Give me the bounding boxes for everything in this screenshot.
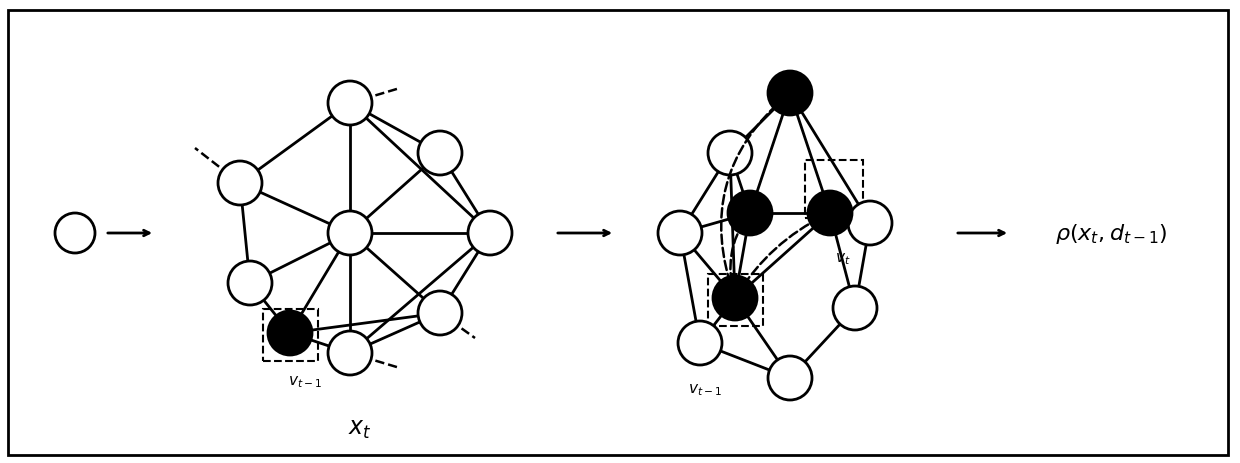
FancyArrowPatch shape [737, 216, 825, 296]
Circle shape [218, 162, 262, 206]
Circle shape [329, 82, 372, 126]
Circle shape [658, 212, 702, 256]
Text: $v_{t-1}$: $v_{t-1}$ [288, 373, 322, 389]
Circle shape [713, 276, 756, 320]
Circle shape [848, 201, 892, 245]
Circle shape [728, 192, 773, 236]
Circle shape [768, 72, 812, 116]
Bar [805, 161, 863, 219]
Text: $\rho(x_t, d_{t-1})$: $\rho(x_t, d_{t-1})$ [1055, 221, 1168, 245]
Circle shape [708, 131, 751, 175]
FancyBboxPatch shape [7, 11, 1228, 455]
FancyArrowPatch shape [730, 218, 746, 296]
Circle shape [268, 311, 312, 355]
Circle shape [833, 287, 877, 330]
Circle shape [467, 212, 512, 256]
Circle shape [418, 131, 463, 175]
Text: $d_{t-1}$: $d_{t-1}$ [60, 225, 91, 242]
Circle shape [329, 212, 372, 256]
Circle shape [55, 213, 95, 253]
Circle shape [808, 192, 852, 236]
Circle shape [768, 356, 812, 400]
Circle shape [329, 332, 372, 375]
Circle shape [678, 321, 722, 365]
Circle shape [418, 291, 463, 335]
FancyArrowPatch shape [722, 97, 786, 296]
Bar [708, 275, 763, 326]
Bar [263, 309, 317, 361]
Text: $x_t$: $x_t$ [348, 416, 372, 440]
Circle shape [228, 262, 272, 305]
Text: $v_t$: $v_t$ [835, 250, 851, 266]
Text: $v_{t-1}$: $v_{t-1}$ [688, 381, 722, 397]
